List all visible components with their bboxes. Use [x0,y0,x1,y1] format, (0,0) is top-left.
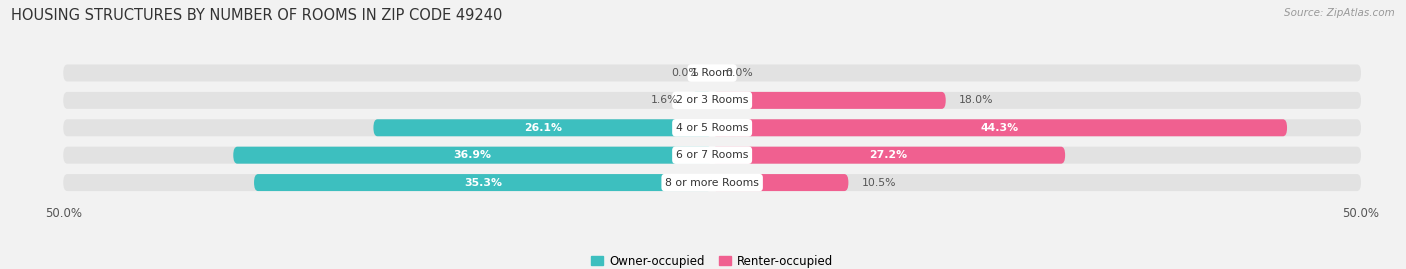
Text: 27.2%: 27.2% [869,150,908,160]
Legend: Owner-occupied, Renter-occupied: Owner-occupied, Renter-occupied [586,250,838,269]
FancyBboxPatch shape [254,174,713,191]
FancyBboxPatch shape [63,147,1361,164]
FancyBboxPatch shape [692,92,713,109]
FancyBboxPatch shape [713,174,848,191]
FancyBboxPatch shape [63,119,1361,136]
FancyBboxPatch shape [233,147,713,164]
Text: HOUSING STRUCTURES BY NUMBER OF ROOMS IN ZIP CODE 49240: HOUSING STRUCTURES BY NUMBER OF ROOMS IN… [11,8,502,23]
Text: 6 or 7 Rooms: 6 or 7 Rooms [676,150,748,160]
Text: 35.3%: 35.3% [464,178,502,187]
FancyBboxPatch shape [63,92,1361,109]
Text: 0.0%: 0.0% [725,68,752,78]
FancyBboxPatch shape [63,65,1361,82]
Text: 10.5%: 10.5% [862,178,896,187]
Text: 8 or more Rooms: 8 or more Rooms [665,178,759,187]
Text: Source: ZipAtlas.com: Source: ZipAtlas.com [1284,8,1395,18]
Text: 36.9%: 36.9% [454,150,492,160]
FancyBboxPatch shape [713,147,1066,164]
FancyBboxPatch shape [713,92,946,109]
Text: 18.0%: 18.0% [959,95,993,105]
FancyBboxPatch shape [713,119,1286,136]
FancyBboxPatch shape [63,174,1361,191]
Text: 44.3%: 44.3% [980,123,1019,133]
Text: 2 or 3 Rooms: 2 or 3 Rooms [676,95,748,105]
Text: 26.1%: 26.1% [524,123,562,133]
Text: 0.0%: 0.0% [672,68,699,78]
Text: 1.6%: 1.6% [651,95,679,105]
Text: 1 Room: 1 Room [692,68,733,78]
FancyBboxPatch shape [374,119,713,136]
Text: 4 or 5 Rooms: 4 or 5 Rooms [676,123,748,133]
